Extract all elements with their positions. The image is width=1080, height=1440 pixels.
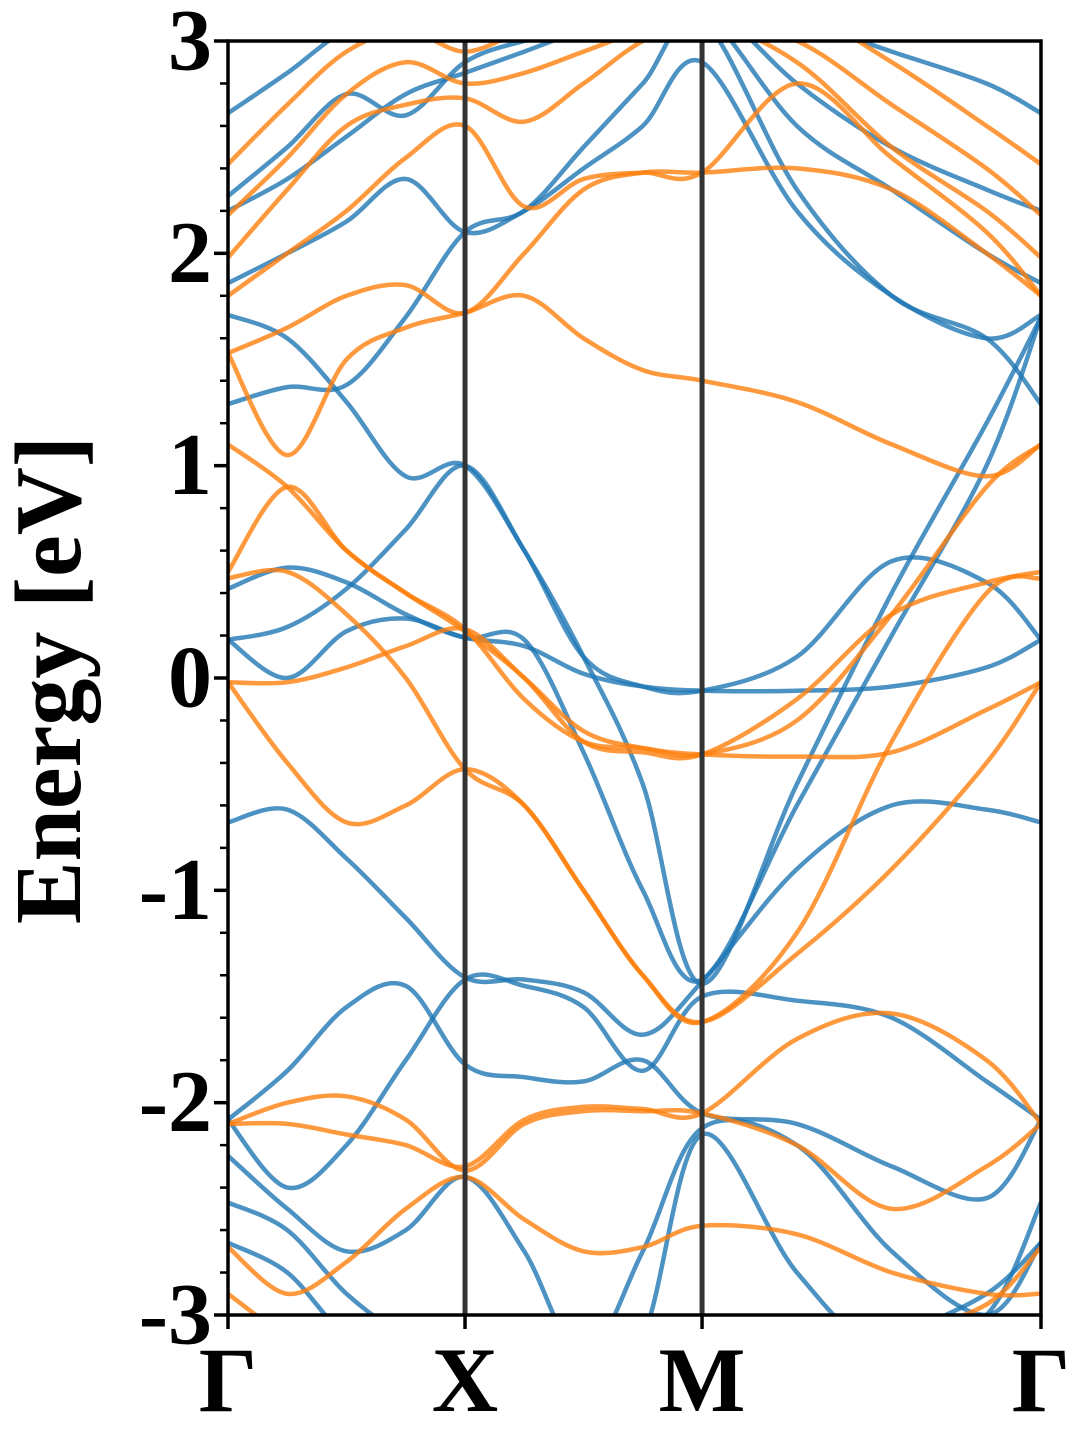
x-tick-label: M [659, 1329, 746, 1431]
band-lines [228, 41, 1041, 1315]
band-line-16 [228, 625, 1041, 760]
band-line-29 [228, 1174, 1041, 1298]
band-line-7 [228, 57, 1041, 341]
y-axis-label: Energy [eV] [0, 436, 101, 924]
band-line-28 [228, 1093, 1041, 1212]
band-line-14 [228, 1131, 1041, 1315]
band-line-11 [228, 980, 1041, 1202]
y-tick-label: -3 [139, 1267, 212, 1364]
band-line-12 [228, 972, 1041, 1191]
x-tick-label: X [432, 1329, 498, 1431]
axes-frame [226, 39, 1043, 1317]
y-tick-label: 0 [168, 630, 212, 727]
band-line-22 [228, 165, 1041, 356]
y-tick-label: 3 [168, 0, 212, 90]
band-line-2 [228, 616, 1041, 694]
band-line-18 [228, 567, 1041, 1026]
band-line-4 [228, 314, 1041, 984]
band-line-5 [228, 312, 1041, 987]
band-line-25 [228, 41, 1041, 218]
band-line-21 [228, 292, 1041, 479]
band-line-26 [228, 41, 1041, 167]
band-line-17 [228, 679, 1041, 1025]
band-line-20 [228, 442, 1041, 761]
band-line-24 [228, 41, 1041, 260]
y-tick-label: -2 [139, 1054, 212, 1151]
band-line-1 [228, 799, 1041, 1037]
band-line-10 [228, 41, 1041, 116]
y-tick-label: 1 [168, 417, 212, 514]
y-tick-label: -1 [139, 842, 212, 939]
band-line-13 [228, 1118, 1041, 1315]
x-tick-label: Γ [199, 1329, 258, 1431]
band-line-27 [228, 1010, 1041, 1170]
band-line-23 [228, 81, 1041, 299]
y-axis-ticks: -3 -2 -1 0 1 2 3 [139, 0, 228, 1364]
high-symmetry-lines [462, 41, 705, 1315]
y-tick-label: 2 [168, 205, 212, 302]
x-tick-label: Γ [1012, 1329, 1071, 1431]
